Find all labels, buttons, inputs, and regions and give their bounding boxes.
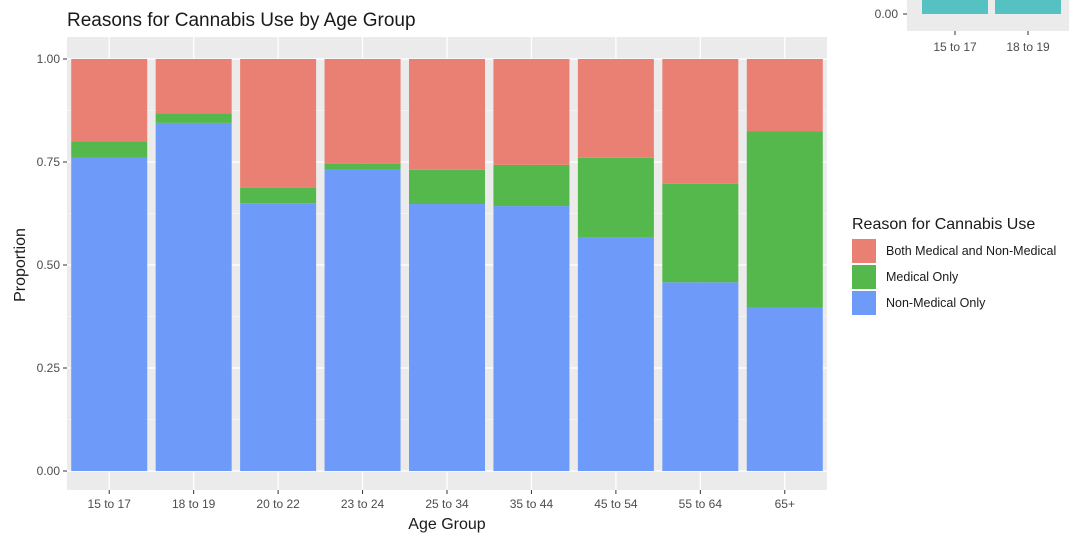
- bar-segment: [493, 164, 570, 207]
- bar-segment: [409, 169, 485, 205]
- bar-segment: [662, 59, 739, 184]
- bar-segment: [577, 237, 654, 471]
- bar-segment: [577, 157, 654, 238]
- bar-segment: [662, 282, 739, 471]
- bar-segment: [155, 59, 232, 114]
- bar-segment: [324, 163, 401, 170]
- x-tick-label: 55 to 64: [679, 497, 723, 511]
- bar-segment: [746, 131, 823, 308]
- inset-bar: [922, 0, 988, 14]
- bar-segment: [493, 206, 570, 472]
- legend-label: Medical Only: [886, 270, 959, 284]
- legend-title: Reason for Cannabis Use: [852, 216, 1035, 233]
- y-tick-label: 0.25: [37, 361, 61, 375]
- y-tick-label: 0.50: [37, 258, 61, 272]
- x-tick-label: 35 to 44: [510, 497, 554, 511]
- bar-segment: [240, 187, 317, 204]
- x-tick-label: 20 to 22: [256, 497, 300, 511]
- legend-label: Non-Medical Only: [886, 296, 986, 310]
- inset-bar: [995, 0, 1061, 14]
- bar-segment: [746, 59, 823, 132]
- x-tick-label: 23 to 24: [341, 497, 385, 511]
- legend-swatch: [852, 239, 876, 263]
- y-tick-label: 0.00: [37, 464, 61, 478]
- x-tick-label: 25 to 34: [425, 497, 469, 511]
- bar-segment: [324, 59, 401, 164]
- bar-segment: [71, 157, 148, 471]
- bar-segment: [240, 59, 317, 188]
- bar-segment: [662, 183, 739, 283]
- bar-segment: [409, 204, 485, 472]
- bar-segment: [746, 307, 823, 471]
- x-tick-label: 45 to 54: [594, 497, 638, 511]
- bar-segment: [324, 169, 401, 471]
- bar-segment: [71, 141, 148, 158]
- x-tick-label: 15 to 17: [88, 497, 132, 511]
- legend-label: Both Medical and Non-Medical: [886, 244, 1056, 258]
- bar-segment: [577, 59, 654, 158]
- legend-swatch: [852, 291, 876, 315]
- bar-segment: [493, 59, 570, 165]
- inset-x-tick-label: 18 to 19: [1006, 40, 1050, 54]
- inset-x-tick-label: 15 to 17: [933, 40, 977, 54]
- bars: [71, 59, 823, 472]
- x-axis-label: Age Group: [408, 516, 485, 533]
- bar-segment: [71, 59, 148, 142]
- inset-y-tick-label: 0.00: [875, 7, 899, 21]
- bar-segment: [409, 59, 485, 170]
- y-tick-label: 0.75: [37, 155, 61, 169]
- legend-swatch: [852, 265, 876, 289]
- y-axis-label: Proportion: [12, 228, 29, 302]
- bar-segment: [155, 122, 232, 472]
- bar-segment: [155, 113, 232, 123]
- x-axis: 15 to 17 18 to 19 20 to 22 23 to 24 25 to 34…: [88, 490, 795, 511]
- y-tick-label: 1.00: [37, 52, 61, 66]
- bar-segment: [240, 203, 317, 471]
- chart-title: Reasons for Cannabis Use by Age Group: [67, 10, 416, 31]
- inset-chart-fragment: 0.00 15 to 17 18 to 19: [875, 0, 1069, 54]
- y-axis: 0.00 0.25 0.50 0.75 1.00: [37, 52, 67, 478]
- x-tick-label: 65+: [775, 497, 795, 511]
- x-tick-label: 18 to 19: [172, 497, 216, 511]
- legend: Reason for Cannabis Use Both Medical and…: [852, 216, 1056, 315]
